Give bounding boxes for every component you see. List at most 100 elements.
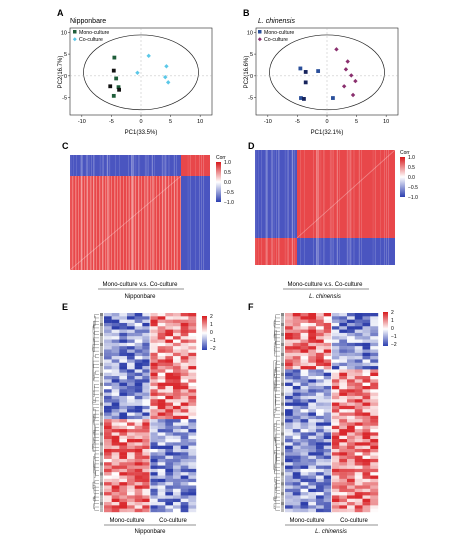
- heatmap-cell: [104, 439, 112, 443]
- heatmap-cell: [134, 419, 143, 423]
- heatmap-cell: [292, 409, 301, 413]
- heatmap-cell: [180, 362, 189, 367]
- dendrogram-branch: [273, 496, 277, 507]
- heatmap-cell: [127, 366, 135, 370]
- heatmap-cell: [354, 439, 363, 443]
- heatmap-cell: [165, 322, 174, 327]
- heatmap-cell: [104, 369, 112, 373]
- heatmap-cell: [323, 385, 332, 390]
- dendrogram-branch: [275, 376, 277, 407]
- heatmap-cell: [127, 458, 135, 463]
- heatmap-cell: [308, 399, 317, 403]
- heatmap-cell: [150, 425, 158, 430]
- heatmap-cell: [157, 322, 166, 327]
- row-annotation: [100, 336, 103, 340]
- heatmap-cell: [308, 359, 317, 363]
- group-label-co: Co-culture: [159, 518, 187, 524]
- heatmap-cell: [104, 432, 112, 436]
- heatmap-cell: [127, 435, 135, 440]
- panel-letter-a: A: [57, 8, 64, 18]
- heatmap-cell: [127, 382, 135, 387]
- heatmap-cell: [292, 448, 301, 453]
- heatmap-cell: [285, 326, 293, 330]
- heatmap-cell: [173, 332, 181, 337]
- heatmap-cell: [111, 495, 120, 499]
- row-annotation: [281, 458, 284, 463]
- dendrogram-branch: [92, 360, 99, 367]
- heatmap-cell: [119, 505, 128, 509]
- heatmap-cell: [119, 376, 128, 380]
- heatmap-cell: [339, 349, 348, 353]
- heatmap-cell: [300, 488, 309, 493]
- heatmap-cell: [173, 475, 181, 480]
- heatmap-cell: [150, 448, 158, 453]
- heatmap-cell: [316, 332, 324, 337]
- heatmap-cell: [316, 429, 324, 433]
- heatmap-cell: [370, 468, 379, 473]
- heatmap-cell: [316, 392, 324, 397]
- heatmap-cell: [150, 389, 158, 393]
- row-annotation: [281, 346, 284, 350]
- heatmap-cell: [292, 329, 301, 334]
- heatmap-cell: [285, 389, 293, 393]
- heatmap-cell: [354, 419, 363, 423]
- row-annotation: [100, 409, 103, 413]
- heatmap-cell: [331, 465, 340, 470]
- heatmap-cell: [104, 405, 112, 410]
- heatmap-cell: [142, 359, 151, 363]
- heatmap-cell: [119, 435, 128, 440]
- heatmap-cell: [347, 412, 355, 417]
- heatmap-cell: [157, 385, 166, 390]
- row-annotation: [281, 445, 284, 449]
- heatmap-cell: [150, 482, 158, 486]
- heatmap-cell: [150, 332, 158, 337]
- heatmap-cell: [111, 485, 120, 489]
- heatmap-cell: [370, 435, 379, 440]
- heatmap-cell: [300, 448, 309, 453]
- point-mono: [112, 55, 117, 60]
- heatmap-cell: [323, 442, 332, 446]
- row-annotation: [281, 366, 284, 370]
- heatmap-cell: [300, 485, 309, 489]
- heatmap-cell: [188, 366, 197, 370]
- heatmap-cell: [180, 379, 189, 383]
- heatmap-cell: [285, 452, 293, 456]
- heatmap-cell: [111, 336, 120, 340]
- heatmap-cell: [119, 336, 128, 340]
- heatmap-cell: [142, 382, 151, 387]
- heatmap-cell: [165, 376, 174, 380]
- row-annotation: [100, 392, 103, 396]
- legend-swatch-co: [257, 37, 262, 42]
- row-annotation: [100, 468, 103, 473]
- heatmap-cell: [354, 462, 363, 466]
- heatmap-cell: [104, 376, 112, 380]
- point-co: [166, 80, 171, 85]
- heatmap-cell: [362, 455, 371, 460]
- heatmap-cell: [354, 432, 363, 436]
- heatmap-cell: [339, 495, 348, 499]
- heatmap-cell: [134, 319, 143, 324]
- heatmap-cell: [142, 412, 151, 417]
- heatmap-cell: [331, 342, 340, 347]
- heatmap-cell: [173, 399, 181, 403]
- heatmap-cell: [173, 339, 181, 344]
- heatmap-cell: [134, 508, 143, 513]
- heatmap-cell: [370, 379, 379, 383]
- heatmap-cell: [370, 329, 379, 334]
- dendrogram-branch: [273, 387, 280, 392]
- heatmap-cell: [362, 415, 371, 420]
- heatmap-cell: [119, 488, 128, 493]
- heatmap-cell: [331, 362, 340, 367]
- heatmap-cell: [165, 439, 174, 443]
- heatmap-cell: [316, 485, 324, 489]
- heatmap-cell: [285, 369, 293, 373]
- heatmap-cell: [331, 379, 340, 383]
- heatmap-cell: [165, 465, 174, 470]
- heatmap-cell: [316, 439, 324, 443]
- heatmap-cell: [347, 475, 355, 480]
- heatmap-cell: [188, 485, 197, 489]
- row-annotation: [100, 359, 103, 363]
- heatmap-cell: [323, 392, 332, 397]
- heatmap-cell: [316, 329, 324, 334]
- heatmap-cell: [173, 462, 181, 466]
